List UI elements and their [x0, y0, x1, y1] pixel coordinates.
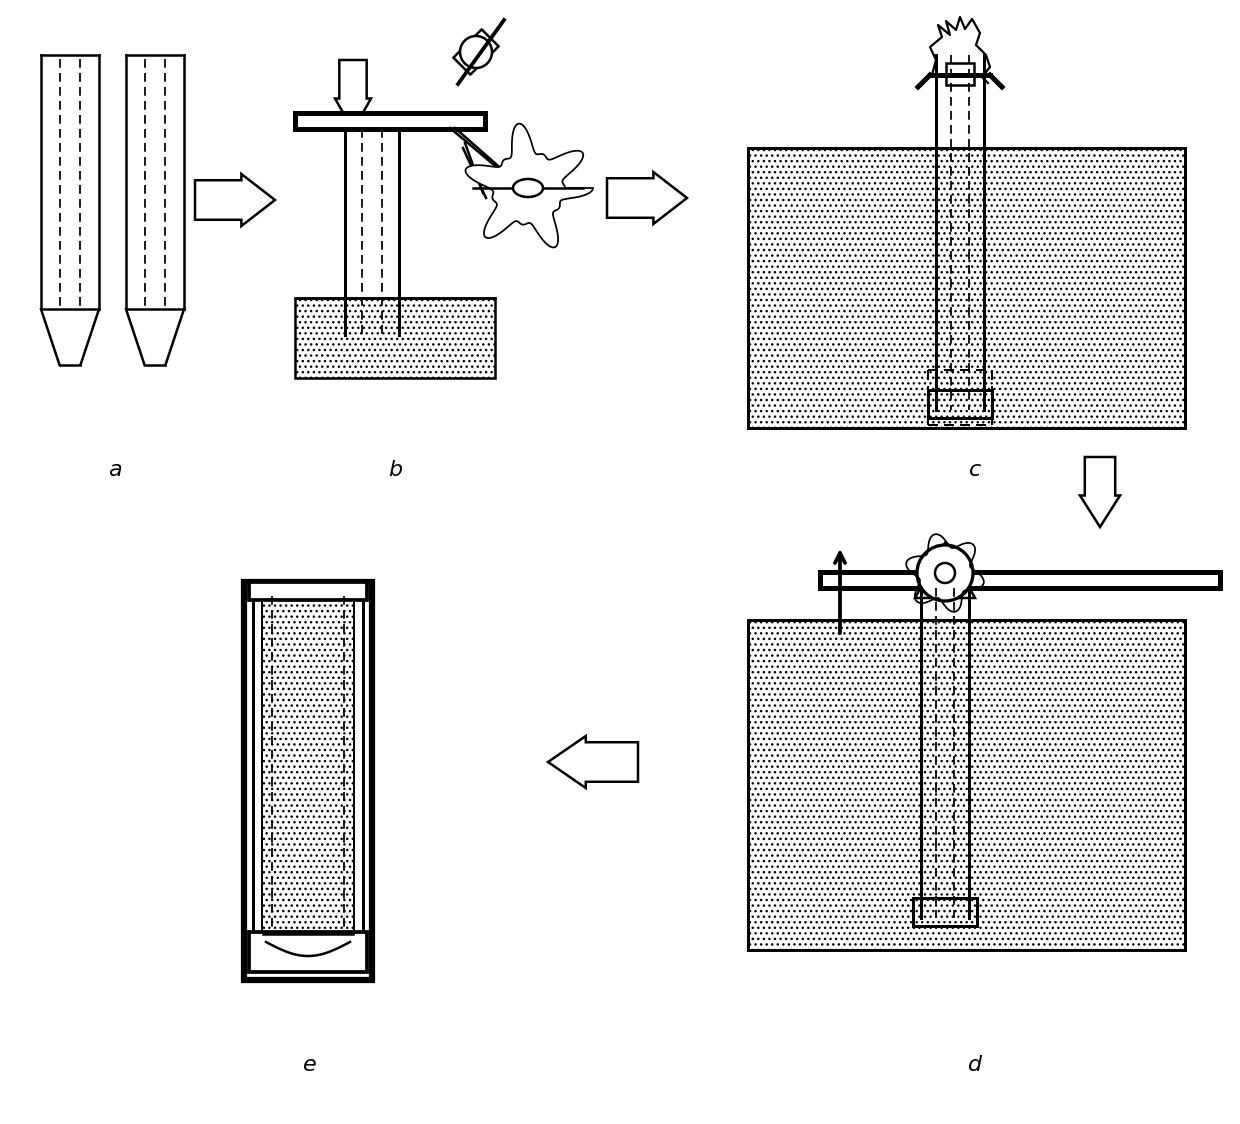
- Polygon shape: [454, 29, 498, 74]
- Bar: [295, 114, 485, 129]
- Polygon shape: [465, 124, 593, 247]
- Text: d: d: [968, 1055, 982, 1075]
- Text: b: b: [388, 460, 402, 480]
- Bar: [249, 582, 367, 600]
- Bar: [820, 572, 1220, 588]
- Polygon shape: [608, 172, 687, 224]
- Polygon shape: [195, 174, 275, 226]
- Bar: [253, 590, 363, 970]
- Ellipse shape: [513, 179, 543, 197]
- Bar: [295, 298, 495, 378]
- Polygon shape: [548, 736, 639, 788]
- Bar: [249, 932, 367, 972]
- Bar: [946, 63, 973, 85]
- Polygon shape: [915, 543, 975, 598]
- Circle shape: [918, 545, 973, 601]
- Circle shape: [935, 563, 955, 583]
- Circle shape: [460, 36, 492, 67]
- Text: e: e: [303, 1055, 317, 1075]
- Polygon shape: [335, 60, 371, 130]
- Bar: [748, 620, 1185, 950]
- Text: a: a: [108, 460, 122, 480]
- Polygon shape: [1080, 457, 1120, 527]
- Bar: [262, 593, 353, 934]
- Text: c: c: [968, 460, 981, 480]
- Bar: [244, 582, 372, 980]
- Bar: [748, 148, 1185, 428]
